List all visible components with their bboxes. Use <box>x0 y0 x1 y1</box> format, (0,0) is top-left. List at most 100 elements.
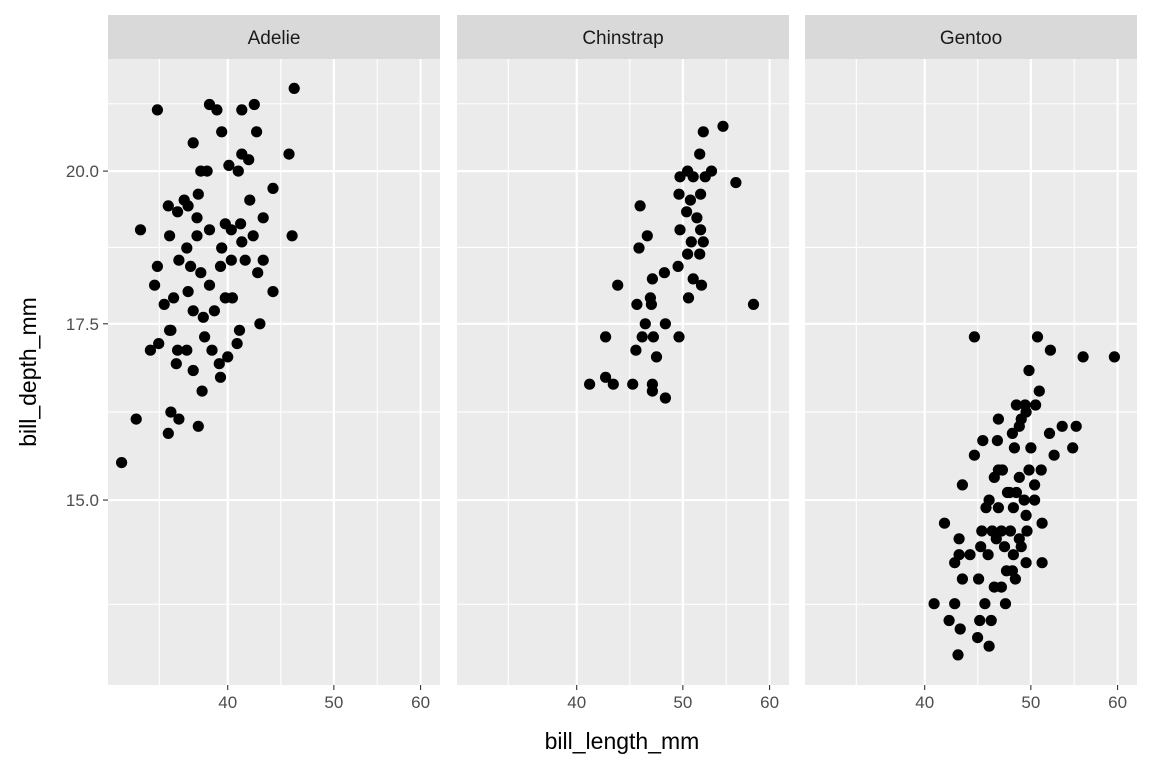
data-point <box>214 260 227 272</box>
data-point <box>974 614 986 627</box>
data-point <box>949 598 961 610</box>
data-point <box>235 218 247 230</box>
data-point <box>943 614 955 627</box>
data-point <box>206 344 218 356</box>
data-point <box>1036 517 1048 529</box>
y-tick-label: 20.0 <box>66 162 99 181</box>
facet-strip <box>805 15 1137 59</box>
data-point <box>956 479 969 491</box>
data-point <box>247 230 259 242</box>
data-point <box>1007 502 1020 514</box>
data-point <box>730 177 742 189</box>
data-point <box>1048 449 1060 461</box>
data-point <box>938 517 951 529</box>
data-point <box>968 449 981 461</box>
data-point <box>1007 549 1020 561</box>
data-point <box>1043 427 1056 439</box>
data-point <box>684 194 697 206</box>
data-point <box>674 224 686 236</box>
data-point <box>681 206 693 218</box>
points-adelie <box>116 82 300 469</box>
data-point <box>187 364 199 377</box>
y-axis: 15.0 17.5 20.0 <box>66 162 108 510</box>
data-point <box>1077 351 1089 363</box>
data-point <box>1020 557 1032 569</box>
data-point <box>952 649 964 661</box>
data-point <box>257 254 269 266</box>
data-point <box>1067 442 1079 454</box>
data-point <box>954 623 966 635</box>
data-point <box>267 182 279 194</box>
data-point <box>203 224 216 236</box>
x-tick-label: 50 <box>324 693 343 712</box>
facet-strip-label: Gentoo <box>940 28 1002 49</box>
data-point <box>645 298 658 310</box>
data-point <box>1021 525 1033 537</box>
data-point <box>1013 471 1025 483</box>
data-point <box>236 236 248 248</box>
points-chinstrap <box>584 120 760 404</box>
data-point <box>252 267 264 279</box>
data-point <box>992 413 1005 425</box>
data-point <box>658 267 671 279</box>
data-point <box>631 298 643 310</box>
data-point <box>694 148 706 160</box>
data-point <box>158 298 170 310</box>
data-point <box>682 248 694 260</box>
data-point <box>233 324 246 336</box>
data-point <box>257 212 269 224</box>
x-tick-label: 50 <box>1021 693 1040 712</box>
data-point <box>697 236 709 248</box>
data-point <box>1036 557 1048 569</box>
data-point <box>1025 442 1037 454</box>
data-point <box>192 420 204 432</box>
x-tick-label: 50 <box>673 693 692 712</box>
data-point <box>600 371 612 383</box>
data-point <box>1056 420 1068 432</box>
data-point <box>1029 479 1041 491</box>
x-tick-label: 40 <box>567 693 586 712</box>
panel-background <box>805 59 1137 685</box>
data-point <box>647 331 660 343</box>
data-point <box>283 148 295 160</box>
data-point <box>173 254 185 266</box>
data-point <box>223 159 235 171</box>
data-point <box>973 573 985 585</box>
panel-adelie: Adelie 40 50 60 <box>108 15 440 712</box>
y-tick-label: 15.0 <box>66 491 99 510</box>
data-point <box>975 541 987 553</box>
data-point <box>172 206 184 218</box>
data-point <box>182 200 194 212</box>
data-point <box>151 260 163 272</box>
data-point <box>694 248 706 260</box>
data-point <box>953 533 965 545</box>
data-point <box>607 378 619 390</box>
facet-strip-label: Chinstrap <box>582 28 663 49</box>
data-point <box>1033 385 1045 397</box>
data-point <box>1006 427 1019 439</box>
data-point <box>1035 464 1047 476</box>
data-point <box>979 598 991 610</box>
data-point <box>216 242 228 254</box>
data-point <box>600 331 612 343</box>
data-point <box>243 154 255 166</box>
data-point <box>976 525 988 537</box>
data-point <box>165 406 177 418</box>
data-point <box>251 126 263 138</box>
x-tick-label: 40 <box>915 693 934 712</box>
data-point <box>985 614 997 627</box>
data-point <box>995 581 1008 593</box>
data-point <box>1004 525 1017 537</box>
data-point <box>1108 351 1120 363</box>
data-point <box>144 344 156 356</box>
data-point <box>222 351 234 363</box>
data-point <box>646 385 659 397</box>
data-point <box>164 324 176 336</box>
data-point <box>972 632 984 644</box>
data-point <box>151 104 163 116</box>
data-point <box>650 351 663 363</box>
data-point <box>639 318 651 330</box>
data-point <box>185 260 197 272</box>
data-point <box>191 230 203 242</box>
data-point <box>208 305 220 317</box>
